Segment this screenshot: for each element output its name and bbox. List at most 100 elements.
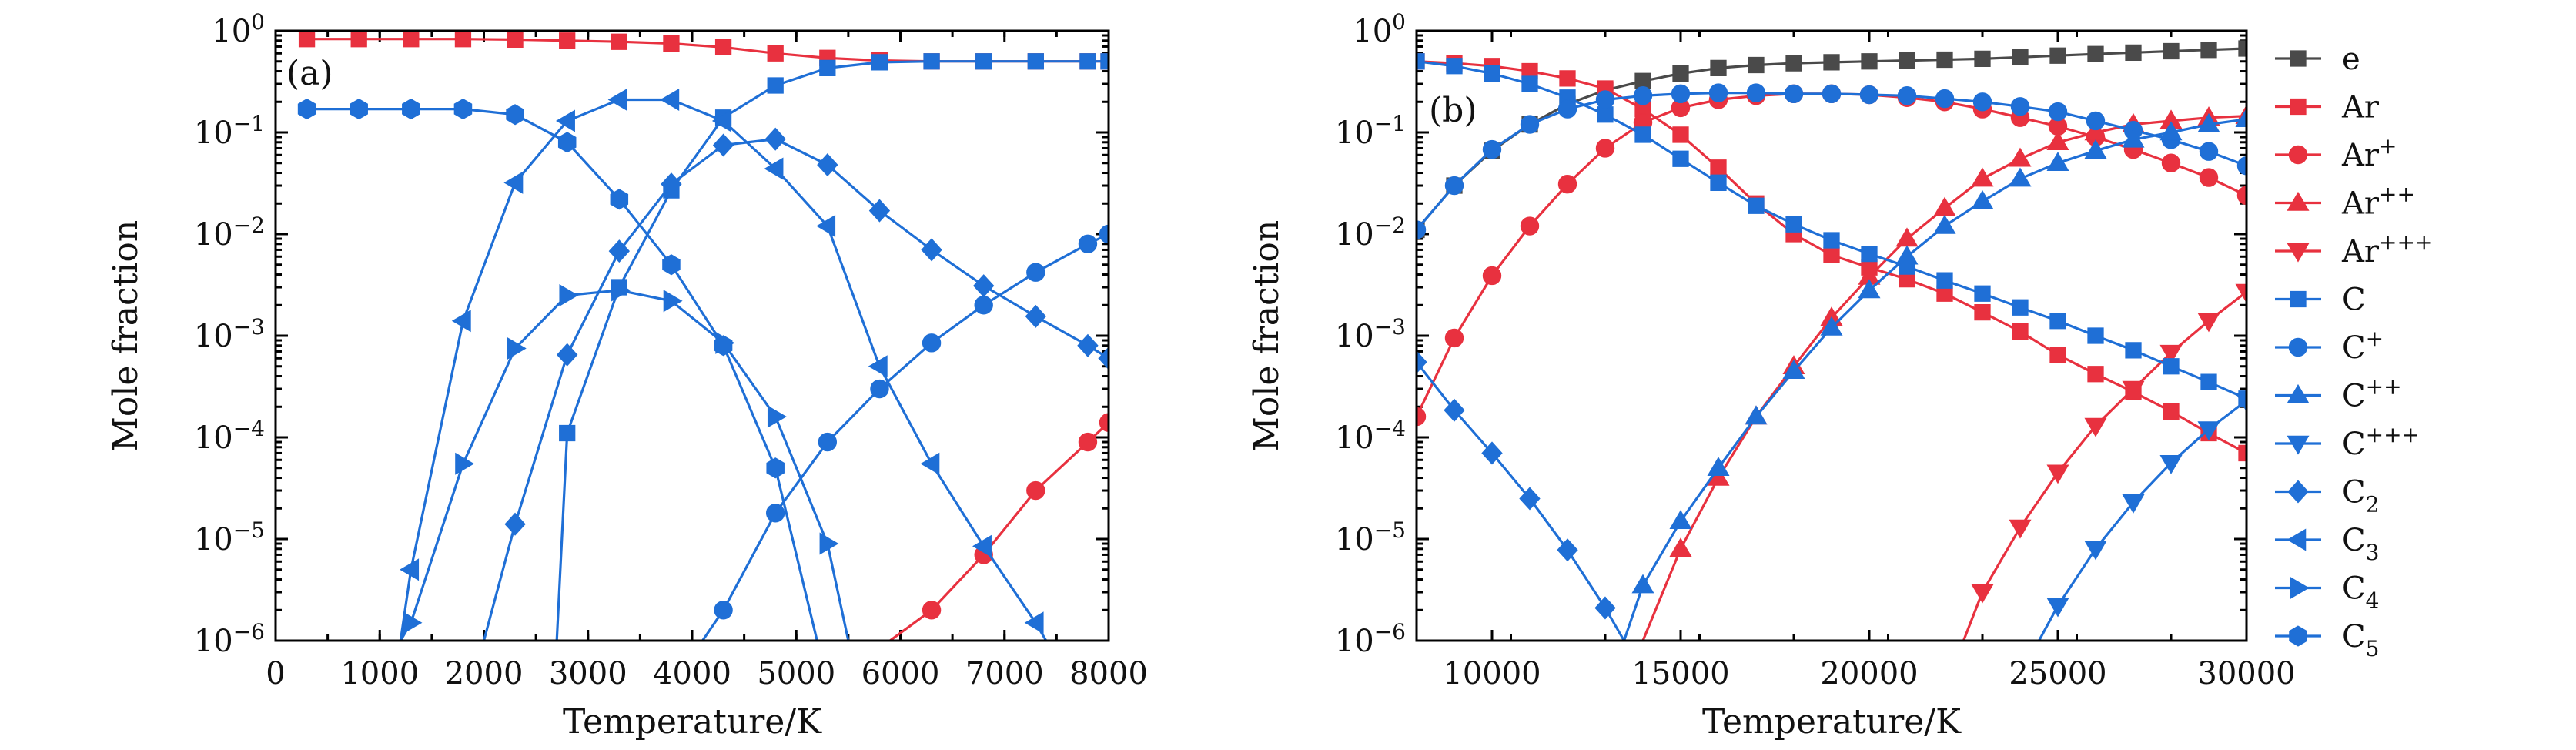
- data-point-C3: [503, 171, 524, 194]
- data-point-Ar: [714, 39, 732, 55]
- data-point-e: [1785, 55, 1802, 72]
- legend-label: Ar++: [2341, 182, 2415, 222]
- legend-subscript: 2: [2366, 492, 2380, 517]
- legend-item-C4: C4: [2275, 571, 2379, 614]
- data-point-Ar: [559, 32, 576, 49]
- legend-marker: [2290, 50, 2307, 67]
- tick-base: 10: [194, 624, 233, 659]
- data-point-Ar3: [2235, 283, 2246, 303]
- data-point-C4: [819, 532, 839, 555]
- data-point-Ar: [298, 31, 316, 48]
- data-point-C2p: [2122, 128, 2145, 148]
- data-point-Ar1: [1595, 139, 1615, 158]
- data-point-C1: [1859, 85, 1879, 105]
- tick-base: 10: [1335, 420, 1374, 456]
- legend-marker: [2287, 243, 2310, 263]
- tick-exponent: −3: [1374, 314, 1406, 340]
- data-point-C2p: [2009, 167, 2032, 187]
- data-point-e: [1672, 65, 1689, 82]
- data-point-Ar2: [1971, 167, 1994, 187]
- data-point-Ar1: [1444, 328, 1464, 348]
- series-line-C3: [399, 98, 1048, 641]
- data-point-C4: [507, 336, 527, 360]
- data-point-C3: [1024, 611, 1044, 634]
- data-point-C1: [1784, 84, 1804, 104]
- data-point-C3p: [2235, 393, 2246, 412]
- legend-item-Ar1: Ar+: [2275, 133, 2397, 173]
- data-point-C1: [2086, 111, 2106, 131]
- data-point-Ar2: [1933, 196, 1956, 216]
- legend-charge: +: [2366, 326, 2384, 351]
- x-tick-label: 6000: [861, 656, 940, 691]
- data-point-C: [1710, 174, 1727, 191]
- data-point-C3: [607, 88, 627, 111]
- data-point-Ar1: [1099, 413, 1109, 432]
- data-point-C2: [817, 153, 838, 177]
- data-point-e: [1634, 72, 1651, 89]
- tick-exponent: −4: [233, 416, 265, 441]
- data-point-Ar: [2238, 444, 2246, 462]
- x-tick-label: 4000: [653, 656, 731, 691]
- data-point-C: [559, 424, 576, 442]
- data-point-Ar3: [2122, 380, 2145, 400]
- data-point-e: [1974, 50, 1991, 68]
- data-point-C: [767, 77, 784, 94]
- data-point-C2p: [2235, 108, 2246, 128]
- data-point-C: [1027, 53, 1044, 70]
- data-point-e: [2087, 45, 2104, 62]
- data-point-Ar: [1823, 246, 1840, 264]
- legend-label: C4: [2342, 571, 2379, 614]
- data-point-Ar3: [2197, 313, 2220, 333]
- tick-base: 10: [1335, 217, 1374, 253]
- data-point-Ar: [2012, 323, 2029, 340]
- y-tick-label: 10−6: [194, 619, 265, 659]
- data-point-e: [2200, 42, 2217, 59]
- x-tick-label: 10000: [1443, 656, 1541, 691]
- tick-base: 10: [194, 420, 233, 456]
- data-point-e: [1823, 54, 1840, 71]
- x-tick-label: 1000: [340, 656, 419, 691]
- series-group: [297, 31, 1109, 641]
- data-point-C2p: [1820, 316, 1843, 336]
- legend-species: Ar: [2341, 234, 2380, 270]
- legend-item-C2p: C++: [2275, 374, 2402, 414]
- x-axis-label: Temperature/K: [563, 702, 822, 742]
- data-point-C: [1446, 58, 1463, 75]
- legend-label: C5: [2342, 619, 2379, 661]
- y-tick-label: 100: [212, 9, 265, 49]
- tick-base: 10: [1335, 116, 1374, 151]
- tick-exponent: −6: [233, 619, 265, 645]
- data-point-C2: [868, 199, 891, 223]
- tick-exponent: −2: [233, 213, 265, 238]
- data-point-Ar2: [2009, 147, 2032, 167]
- legend-marker: [2287, 435, 2310, 455]
- data-point-C3: [400, 558, 420, 581]
- data-point-Ar2: [1895, 227, 1919, 247]
- y-axis-label: Mole fraction: [1247, 220, 1286, 451]
- data-point-C: [1974, 285, 1991, 302]
- y-tick-label: 10−5: [194, 517, 265, 557]
- data-point-C4: [455, 452, 475, 475]
- legend-marker: [2290, 290, 2307, 308]
- data-point-C1: [1482, 139, 1502, 159]
- legend-charge: ++: [2366, 374, 2402, 400]
- data-point-C1: [1557, 99, 1577, 119]
- data-point-C1: [1822, 84, 1842, 104]
- data-point-e: [1899, 52, 1915, 69]
- data-point-Ar: [2163, 403, 2180, 420]
- legend-label: C+++: [2342, 422, 2420, 462]
- data-point-C: [1823, 232, 1840, 249]
- data-point-C3: [556, 109, 575, 132]
- data-point-Ar: [611, 33, 627, 50]
- data-point-Ar: [507, 31, 524, 49]
- data-point-Ar: [767, 45, 784, 62]
- data-point-C: [819, 59, 836, 77]
- data-point-C5: [610, 189, 629, 210]
- legend-charge: +++: [2379, 229, 2433, 255]
- data-point-C3: [711, 109, 731, 132]
- legend-species: C: [2342, 619, 2366, 655]
- x-tick-label: 3000: [549, 656, 627, 691]
- data-point-e: [2012, 49, 2029, 65]
- legend-label: C: [2342, 283, 2366, 318]
- data-point-C1: [714, 601, 733, 620]
